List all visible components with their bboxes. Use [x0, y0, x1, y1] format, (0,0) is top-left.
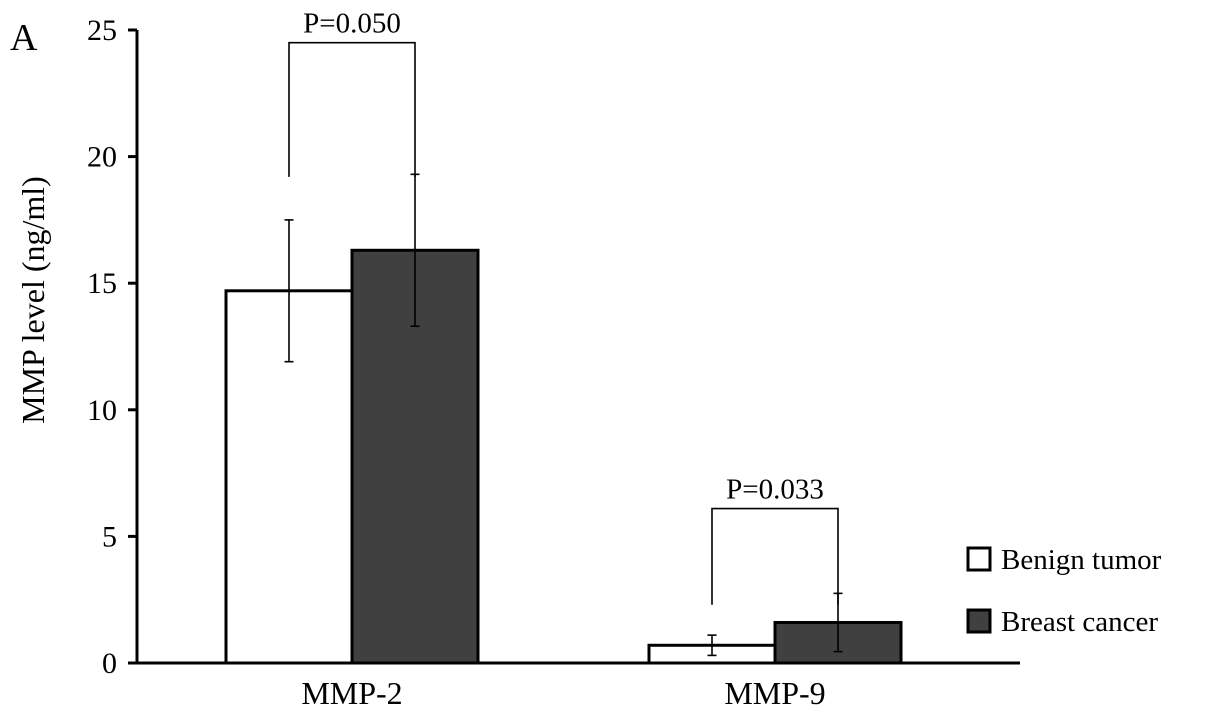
y-tick-label: 25: [87, 14, 117, 47]
y-tick-label: 10: [87, 394, 117, 427]
x-category-label: MMP-9: [724, 675, 825, 711]
bars-layer: [224, 248, 903, 665]
significance-annotations: P=0.050 P=0.033: [288, 8, 839, 605]
panel-label: A: [10, 17, 38, 59]
y-tick-label: 20: [87, 141, 117, 174]
axes-layer: 0 5 10 15 20 25 MMP-2 MMP-9: [87, 14, 1020, 711]
p-value-label: P=0.033: [726, 474, 824, 506]
legend-swatch-benign: [966, 546, 992, 572]
y-tick-label: 0: [102, 647, 117, 680]
legend-swatch-cancer: [966, 608, 992, 634]
legend-label: Benign tumor: [1001, 544, 1162, 576]
p-value-label: P=0.050: [303, 8, 401, 40]
y-axis-title: MMP level (ng/ml): [15, 176, 51, 424]
legend: Benign tumor Breast cancer: [966, 544, 1162, 638]
significance-bracket: [711, 507, 839, 605]
significance-bracket: [288, 41, 416, 177]
legend-label: Breast cancer: [1001, 606, 1158, 638]
x-category-label: MMP-2: [301, 675, 402, 711]
y-tick-label: 5: [102, 520, 117, 553]
y-tick-label: 15: [87, 267, 117, 300]
